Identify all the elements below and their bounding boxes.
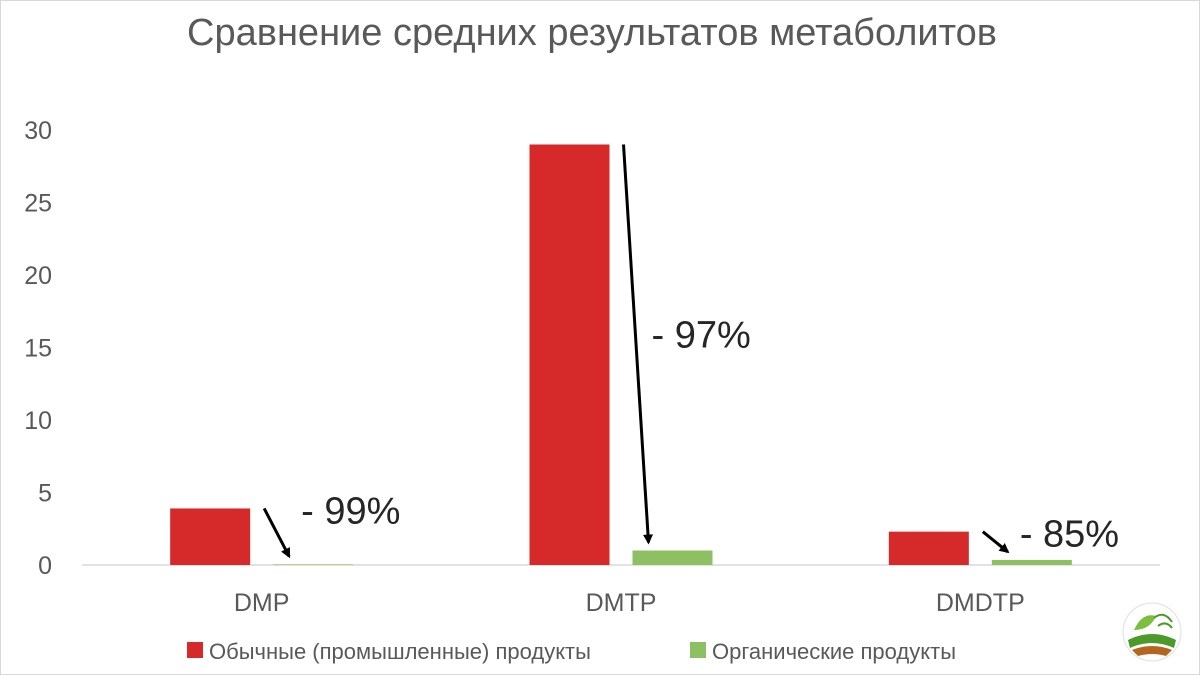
reduction-label: - 85% [1020, 514, 1119, 556]
x-tick-label: DMP [234, 589, 290, 617]
bars-group [170, 144, 1072, 565]
leaf-and-field-logo-icon [1122, 602, 1182, 662]
bar-dmdtp-series-2 [991, 559, 1072, 565]
y-tick-label: 25 [24, 190, 52, 218]
bar-dmp-series-2 [273, 564, 354, 565]
x-axis-categories: DMP DMTP DMDTP [234, 589, 1025, 617]
bar-dmtp-series-1 [529, 144, 610, 565]
bar-dmdtp-series-1 [888, 531, 969, 565]
y-tick-label: 15 [24, 335, 52, 363]
legend-label-series-2: Органические продукты [712, 639, 956, 664]
x-tick-label: DMDTP [936, 589, 1025, 617]
y-tick-label: 30 [24, 117, 52, 145]
bar-dmp-series-1 [170, 508, 251, 565]
legend: Обычные (промышленные) продукты Органиче… [187, 639, 956, 664]
reduction-label: - 97% [652, 315, 751, 357]
chart-title: Сравнение средних результатов метаболито… [187, 12, 997, 54]
legend-label-series-1: Обычные (промышленные) продукты [209, 639, 591, 664]
bar-dmtp-series-2 [632, 550, 713, 565]
y-tick-label: 0 [38, 552, 52, 580]
y-tick-label: 5 [38, 480, 52, 508]
reduction-label: - 99% [301, 490, 400, 532]
reduction-arrow [622, 144, 653, 545]
y-tick-label: 20 [24, 262, 52, 290]
y-axis-ticks: 0 5 10 15 20 25 30 [24, 117, 52, 580]
x-tick-label: DMTP [586, 589, 657, 617]
y-tick-label: 10 [24, 407, 52, 435]
legend-swatch-series-2 [690, 642, 706, 658]
reduction-annotations: - 99% - 97% - 85% [262, 144, 1119, 559]
legend-swatch-series-1 [187, 642, 203, 658]
reduction-arrow [262, 507, 291, 559]
reduction-arrow [981, 530, 1010, 554]
